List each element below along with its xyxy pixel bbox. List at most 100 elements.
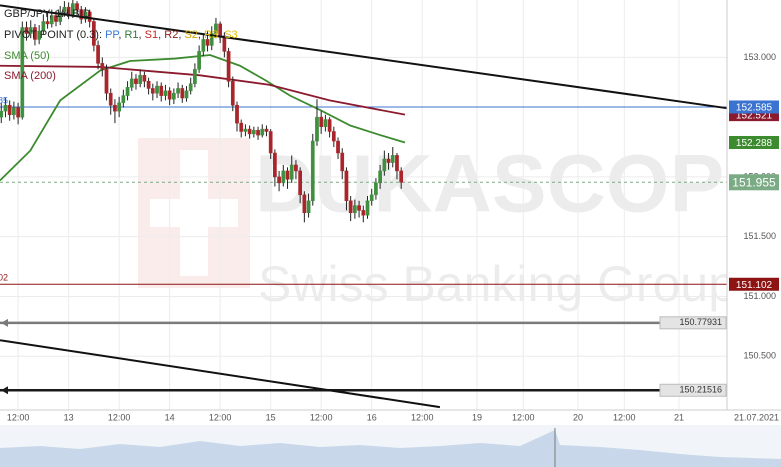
price-tag-label: 152.521 [736,110,773,121]
y-tick-label: 153.500 [743,0,776,2]
candle-body [340,152,345,172]
candle-body [361,210,366,216]
y-tick-label: 150.500 [743,351,776,361]
price-line-edge-label: 151.102 [0,273,8,283]
candle-body [239,122,244,132]
candle-body [214,23,218,34]
candle-body [226,51,231,82]
candle-body [209,33,214,46]
price-tag-label: 151.102 [736,280,773,291]
date-label: 21.07.2021 [734,412,779,422]
candle-body [87,11,92,22]
candle-body [33,27,37,40]
candle-body [117,102,121,112]
candle-body [201,39,206,52]
candle-body [28,27,33,34]
candle-body [92,21,96,46]
candle-body [188,83,193,92]
watermark-brand: DUKASCOPY [255,139,779,230]
trend-line [0,4,728,110]
candle-body [205,39,210,46]
candle-body [327,119,332,132]
candle-body [264,128,269,132]
legend-pivot-item: S1 [145,29,158,41]
x-tick-label: 12:00 [310,412,333,422]
candle-body [348,200,353,214]
candle-body [289,164,294,180]
candle-body [294,164,298,172]
candle-body [3,104,8,112]
candle-body [104,69,109,94]
price-tag [729,277,779,291]
candle-body [58,11,63,22]
candle-body [146,81,151,89]
candle-body [184,90,189,99]
candle-body [386,158,391,163]
candle-body [222,35,227,52]
legend-pivot-label: PIVOT POINT (0.3): [4,29,102,41]
candle-body [167,90,172,100]
watermark: DUKASCOPY Swiss Banking Group [138,138,779,312]
candle-body [37,30,41,40]
candle-body [281,170,286,184]
legend-pivot-item: PP [105,29,119,41]
candle-body [306,200,311,214]
legend-separator: , [158,29,164,41]
candle-body [150,88,155,94]
candle-body [70,3,75,15]
candle-body [382,158,387,172]
candle-body [20,27,25,118]
candle-body [331,131,336,142]
candle-body [298,170,302,196]
date-box [733,411,781,424]
candle-body [378,170,382,184]
candle-body [243,128,248,132]
x-tick-label: 21 [674,412,684,422]
legend-symbol: GBP/JPY, 1H BID [4,8,91,20]
candle-body [24,27,29,34]
candle-body [390,155,395,163]
x-tick-label: 20 [573,412,583,422]
candle-body [129,78,134,88]
price-axis [727,0,781,425]
candle-body [310,140,315,202]
candle-body [180,88,185,99]
level-label: 150.77931 [679,317,722,327]
legend-separator: , [118,29,124,41]
price-line-edge-label: 152.585 [0,95,8,105]
candle-body [96,45,100,64]
candle-body [374,182,378,196]
candle-body [134,78,138,84]
x-tick-label: 13 [64,412,74,422]
candle-body [54,15,58,22]
candle-body [100,63,105,70]
candle-body [302,194,307,214]
level-label: 150.21516 [679,385,722,395]
candle-body [172,92,176,100]
legend-pivot: PIVOT POINT (0.3): PP, R1, S1, R2, S2, R… [4,29,238,41]
candle-body [163,90,168,96]
legend-separator: , [178,29,184,41]
candle-body [159,85,164,96]
price-tag-label: 151.955 [732,175,776,189]
watermark-logo-cross [150,199,238,227]
x-tick-label: 14 [165,412,175,422]
price-tag-label: 152.585 [736,103,773,114]
x-tick-label: 12:00 [209,412,232,422]
time-axis [0,410,781,425]
y-tick-label: 151.000 [743,291,776,301]
candle-body [113,104,117,112]
candle-body [41,21,46,32]
candle-body [247,128,252,135]
candle-body [268,131,273,154]
x-tick-label: 12:00 [108,412,131,422]
candle-body [357,205,361,211]
price-tag [729,174,779,191]
moving-average-line [0,64,406,116]
candle-body [230,81,235,106]
candle-body [83,11,88,20]
candle-body [319,116,324,127]
candle-body [16,107,20,118]
trend-line [0,339,441,409]
